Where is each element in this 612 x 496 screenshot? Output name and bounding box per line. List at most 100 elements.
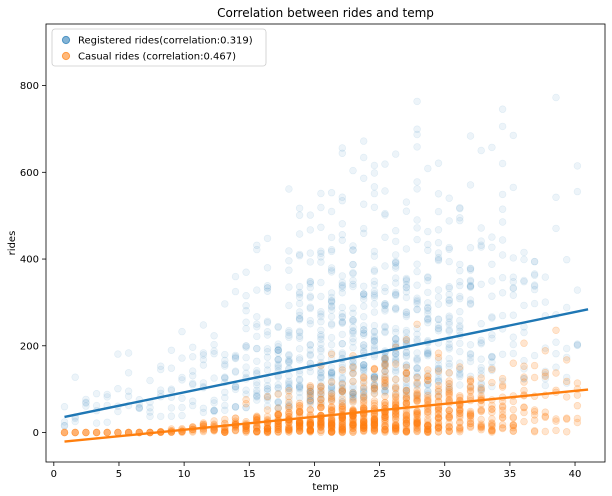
data-point	[295, 423, 304, 431]
data-point	[424, 304, 432, 312]
data-point	[445, 406, 453, 415]
data-point	[349, 166, 357, 175]
data-point	[263, 428, 272, 437]
data-point	[231, 414, 240, 422]
data-point	[295, 315, 304, 323]
data-point	[370, 161, 379, 170]
data-point	[349, 368, 357, 377]
data-point	[327, 397, 336, 405]
data-point	[242, 396, 250, 404]
data-point	[253, 428, 261, 436]
data-point	[306, 249, 314, 257]
data-point	[402, 312, 411, 321]
data-point	[445, 414, 453, 422]
data-point	[477, 340, 485, 348]
data-point	[445, 406, 453, 415]
data-point	[402, 427, 411, 435]
data-point	[60, 422, 69, 430]
data-point	[466, 375, 475, 383]
data-point	[327, 373, 336, 382]
data-point	[360, 425, 368, 433]
data-point	[392, 304, 400, 312]
data-point	[434, 410, 443, 418]
data-point	[295, 427, 304, 435]
data-point	[541, 344, 549, 352]
data-point	[338, 418, 346, 426]
data-point	[295, 383, 304, 391]
data-point	[274, 346, 282, 354]
data-point	[349, 415, 357, 423]
data-point	[402, 428, 411, 436]
data-point	[338, 282, 346, 290]
data-point	[434, 364, 443, 373]
data-point	[381, 359, 389, 368]
data-point	[317, 326, 325, 334]
data-point	[381, 428, 389, 436]
data-point	[242, 428, 250, 436]
data-point	[360, 344, 368, 352]
data-point	[189, 381, 197, 389]
data-point	[520, 375, 528, 383]
data-point	[381, 386, 389, 394]
data-point	[402, 308, 411, 316]
data-point	[71, 373, 79, 381]
data-point	[242, 390, 250, 398]
data-point	[199, 404, 208, 412]
data-point	[520, 339, 528, 347]
data-point	[392, 339, 400, 348]
data-point	[253, 313, 261, 321]
data-point	[370, 382, 379, 390]
data-point	[434, 423, 443, 431]
data-point	[317, 395, 325, 404]
data-point	[360, 290, 368, 298]
data-point	[402, 411, 411, 420]
data-point	[360, 377, 368, 385]
data-point	[413, 419, 421, 427]
data-point	[466, 383, 475, 391]
data-point	[327, 416, 336, 425]
data-point	[381, 360, 389, 368]
data-point	[221, 374, 229, 383]
data-point	[402, 288, 411, 296]
data-point	[424, 421, 432, 430]
data-point	[413, 235, 421, 244]
data-point	[317, 428, 325, 436]
data-point	[392, 358, 400, 367]
data-point	[253, 320, 261, 328]
data-point	[424, 310, 432, 318]
data-point	[327, 383, 336, 391]
data-point	[477, 423, 485, 431]
data-point	[274, 404, 282, 412]
data-point	[263, 284, 272, 292]
data-point	[434, 387, 443, 396]
data-point	[327, 233, 336, 242]
data-point	[392, 363, 400, 372]
data-point	[370, 169, 379, 177]
data-point	[285, 377, 293, 385]
data-point	[520, 328, 528, 337]
data-point	[71, 417, 79, 426]
data-point	[424, 394, 432, 402]
legend-entry: Casual rides (correlation:0.467)	[78, 52, 236, 63]
data-point	[295, 252, 304, 260]
data-point	[317, 422, 325, 430]
data-point	[189, 367, 197, 375]
data-point	[498, 406, 507, 415]
data-point	[167, 385, 176, 393]
data-point	[360, 174, 368, 183]
data-point	[60, 428, 69, 437]
data-point	[317, 419, 325, 427]
data-point	[562, 379, 571, 387]
data-point	[285, 383, 293, 391]
data-point	[402, 369, 411, 378]
data-point	[424, 425, 432, 434]
data-point	[445, 386, 453, 394]
data-point	[466, 384, 475, 392]
data-point	[360, 341, 368, 349]
data-point	[263, 427, 272, 435]
data-point	[552, 326, 560, 334]
data-point	[413, 419, 421, 427]
data-point	[274, 427, 282, 436]
data-point	[424, 273, 432, 281]
